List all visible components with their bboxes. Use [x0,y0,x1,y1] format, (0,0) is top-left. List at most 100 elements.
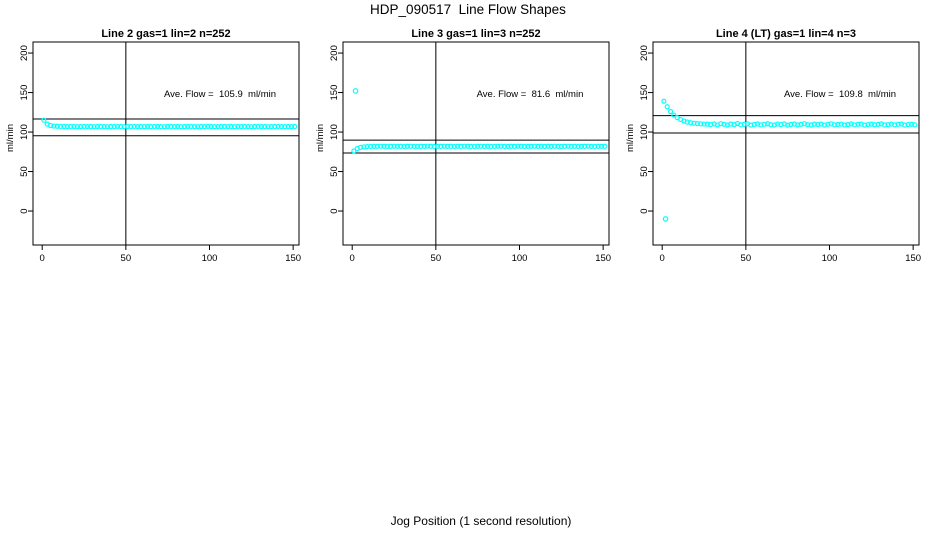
svg-text:50: 50 [741,253,752,264]
svg-text:100: 100 [639,124,650,140]
data-point [74,124,80,130]
data-point [361,144,367,150]
data-point [408,143,414,149]
main-title: HDP_090517 Line Flow Shapes [370,2,566,17]
data-point [434,143,441,149]
data-point [595,143,601,149]
data-point [865,121,871,128]
data-point [508,143,514,149]
data-point [835,121,841,128]
data-point [151,123,157,130]
data-point [404,143,411,149]
data-point [568,143,574,149]
data-point [481,143,487,149]
svg-text:200: 200 [329,45,340,61]
data-point [811,121,818,127]
x-axis-label: Jog Position (1 second resolution) [390,514,572,528]
y-axis-label: ml/min [5,124,16,152]
data-point [54,123,60,129]
data-point [131,123,137,130]
data-point [104,124,111,130]
data-point [602,143,608,149]
panel-title: Line 2 gas=1 lin=2 n=252 [101,28,230,40]
data-point [664,104,670,110]
data-point [165,123,171,130]
data-point [195,124,201,130]
data-point [775,121,781,127]
svg-text:150: 150 [19,85,30,101]
data-point [531,143,538,149]
data-point [912,122,918,128]
axes [648,41,920,250]
data-point [71,123,77,130]
tick-labels: 0 50 100 150 0 50 100 150 200 [639,45,921,264]
data-point [198,123,204,130]
data-point [238,123,244,130]
data-points [661,98,918,222]
data-point [141,124,147,130]
svg-text:0: 0 [329,208,340,213]
data-point [825,121,831,127]
data-point [78,123,84,130]
data-point [855,121,861,127]
data-point [231,124,238,130]
data-point [374,143,380,149]
data-point [895,121,901,127]
data-point [465,143,471,149]
data-point [841,122,848,128]
data-point [535,143,541,149]
svg-text:50: 50 [19,166,30,177]
data-point [398,143,404,149]
data-point [461,143,467,149]
data-point [495,143,501,149]
data-point [371,143,377,149]
svg-text:200: 200 [19,45,30,61]
data-point [541,143,548,150]
data-point [525,143,531,149]
data-point [201,123,208,130]
data-point [101,123,107,130]
svg-text:150: 150 [285,253,301,264]
data-point [572,143,578,149]
axes [338,41,610,250]
data-point [351,148,357,154]
data-point [171,123,177,130]
data-point [288,123,295,130]
data-point [444,143,451,149]
data-point [278,123,285,130]
data-point [448,143,454,149]
svg-text:100: 100 [202,253,218,264]
panel-title: Line 3 gas=1 lin=3 n=252 [411,28,540,40]
data-point [378,143,384,149]
data-point [875,121,881,127]
data-point [98,123,104,130]
data-point [138,123,144,130]
svg-text:150: 150 [595,253,611,264]
data-point [282,124,288,130]
data-point [68,123,74,130]
data-point [741,121,747,127]
data-point [94,123,101,130]
data-point [831,122,838,128]
data-point [181,123,188,130]
data-point [255,123,261,130]
data-point [394,143,400,149]
data-point [872,122,878,128]
data-point [545,143,551,149]
data-point [588,143,595,149]
panel-title: Line 4 (LT) gas=1 lin=4 n=3 [716,28,856,40]
data-point [275,123,281,130]
svg-text:100: 100 [19,124,30,140]
data-point [252,123,258,130]
data-point [521,143,528,150]
data-point [428,143,434,149]
data-point [478,143,484,149]
data-point [124,123,131,130]
data-point [51,123,57,129]
data-point [134,123,141,130]
data-point [364,143,370,150]
data-point [538,143,544,149]
data-point [582,143,588,149]
data-point [788,121,794,127]
